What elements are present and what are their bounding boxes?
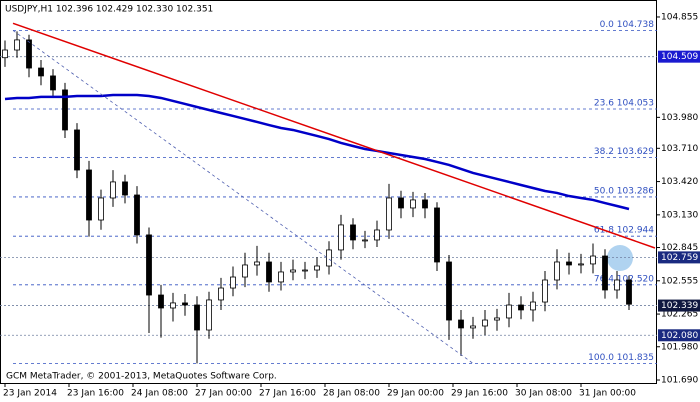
candle-body bbox=[614, 279, 620, 291]
x-tick-label: 27 Jan 16:00 bbox=[259, 389, 316, 399]
candle-body bbox=[86, 169, 92, 221]
y-tick-label: 103.420 bbox=[661, 177, 698, 187]
x-tick-label: 29 Jan 16:00 bbox=[451, 389, 508, 399]
candle-body bbox=[506, 304, 512, 319]
candle-body bbox=[146, 234, 152, 296]
price-marker-box bbox=[658, 299, 700, 312]
x-tick-label: 29 Jan 00:00 bbox=[387, 389, 444, 399]
price-marker-label: 102.759 bbox=[661, 253, 698, 263]
candle-body bbox=[218, 287, 224, 301]
y-tick-label: 101.980 bbox=[661, 342, 698, 352]
candle-body bbox=[626, 279, 632, 305]
candle-body bbox=[422, 199, 428, 209]
y-tick-label: 103.710 bbox=[661, 144, 698, 154]
y-tick-label: 102.845 bbox=[661, 243, 698, 253]
candle-body bbox=[374, 229, 380, 241]
candle-body bbox=[14, 39, 20, 51]
plot-border bbox=[0, 0, 657, 384]
candle-body bbox=[230, 276, 236, 289]
candle-body bbox=[530, 301, 536, 311]
candle-body bbox=[458, 319, 464, 329]
fib-label: 100.0 101.835 bbox=[588, 353, 654, 363]
candle-body bbox=[410, 199, 416, 209]
candle-body bbox=[134, 194, 140, 236]
price-marker-box bbox=[658, 50, 700, 63]
candle-body bbox=[2, 49, 8, 59]
price-marker-label: 104.509 bbox=[661, 52, 698, 62]
highlight-circle bbox=[607, 245, 633, 271]
x-tick-label: 28 Jan 08:00 bbox=[323, 389, 380, 399]
candle-body bbox=[74, 129, 80, 171]
fib-label: 0.0 104.738 bbox=[600, 20, 655, 30]
candle-body bbox=[302, 269, 308, 272]
candle-body bbox=[242, 264, 248, 278]
candle-body bbox=[122, 181, 128, 196]
price-marker-box bbox=[658, 329, 700, 342]
candle-body bbox=[362, 239, 368, 242]
candle-body bbox=[590, 255, 596, 265]
x-tick-label: 27 Jan 00:00 bbox=[195, 389, 252, 399]
candle-body bbox=[290, 269, 296, 273]
copyright: GCM MetaTrader, © 2001-2013, MetaQuotes … bbox=[6, 372, 277, 382]
price-marker-label: 102.339 bbox=[661, 301, 698, 311]
candle-body bbox=[62, 89, 68, 131]
candle-body bbox=[518, 304, 524, 311]
trendline bbox=[12, 30, 474, 364]
candle-body bbox=[110, 181, 116, 199]
x-tick-label: 30 Jan 08:00 bbox=[515, 389, 572, 399]
candle-body bbox=[170, 302, 176, 309]
candle-body bbox=[554, 261, 560, 281]
chart-title: USDJPY,H1 102.396 102.429 102.330 102.35… bbox=[5, 5, 213, 15]
candle-body bbox=[542, 279, 548, 303]
candle-body bbox=[386, 197, 392, 231]
candle-body bbox=[158, 294, 164, 309]
price-marker-label: 102.080 bbox=[661, 331, 698, 341]
candle-body bbox=[278, 271, 284, 283]
candle-body bbox=[338, 224, 344, 251]
fib-label: 23.6 104.053 bbox=[594, 98, 654, 108]
y-tick-label: 103.980 bbox=[661, 113, 698, 123]
candle-body bbox=[470, 325, 476, 329]
candle-body bbox=[38, 67, 44, 77]
x-tick-label: 23 Jan 2014 bbox=[3, 389, 57, 399]
fib-label: 61.8 102.944 bbox=[594, 226, 654, 236]
price-marker-box bbox=[658, 251, 700, 264]
candle-body bbox=[182, 302, 188, 306]
candle-body bbox=[50, 75, 56, 91]
y-tick-label: 103.130 bbox=[661, 210, 698, 220]
moving-average bbox=[4, 93, 630, 211]
x-tick-label: 23 Jan 16:00 bbox=[67, 389, 124, 399]
candle-body bbox=[254, 261, 260, 266]
trendline bbox=[12, 22, 656, 249]
fib-label: 50.0 103.286 bbox=[594, 186, 654, 196]
candle-body bbox=[26, 39, 32, 69]
candle-body bbox=[350, 224, 356, 241]
y-tick-label: 104.855 bbox=[661, 12, 698, 22]
x-tick-label: 24 Jan 08:00 bbox=[131, 389, 188, 399]
candle-body bbox=[602, 255, 608, 291]
x-tick-label: 31 Jan 00:00 bbox=[579, 389, 636, 399]
y-tick-label: 102.265 bbox=[661, 310, 698, 320]
candle-body bbox=[266, 261, 272, 283]
fib-label: 76.4 102.520 bbox=[594, 274, 654, 284]
y-tick-label: 101.690 bbox=[661, 376, 698, 386]
candle-body bbox=[206, 299, 212, 331]
candle-body bbox=[446, 261, 452, 321]
candle-body bbox=[482, 319, 488, 327]
candle-body bbox=[566, 261, 572, 266]
y-tick-label: 102.555 bbox=[661, 276, 698, 286]
fib-label: 38.2 103.629 bbox=[594, 147, 654, 157]
candle-body bbox=[578, 263, 584, 266]
candle-body bbox=[494, 317, 500, 321]
candle-body bbox=[194, 304, 200, 331]
candle-body bbox=[434, 207, 440, 263]
candle-body bbox=[98, 197, 104, 221]
candle-body bbox=[314, 265, 320, 271]
candle-body bbox=[398, 197, 404, 209]
candle-body bbox=[326, 249, 332, 267]
